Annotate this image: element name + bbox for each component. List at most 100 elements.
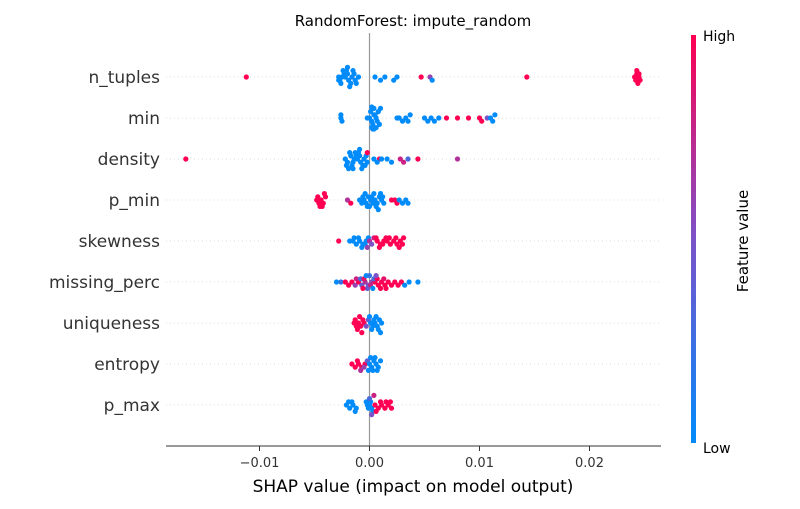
- point-skewness: [369, 241, 375, 247]
- point-p-min: [366, 203, 373, 209]
- point-uniqueness: [373, 314, 379, 320]
- point-missing-perc: [373, 273, 379, 279]
- colorbar: [691, 35, 696, 443]
- point-p-max: [387, 399, 393, 405]
- point-min: [425, 118, 431, 124]
- point-n-tuples: [372, 74, 378, 80]
- colorbar-low-label: Low: [703, 441, 731, 457]
- feature-label-missing-perc: missing_perc: [49, 273, 160, 293]
- point-p-max: [372, 402, 378, 408]
- point-p-max: [373, 408, 379, 414]
- point-n-tuples: [391, 77, 397, 83]
- feature-label-p-min: p_min: [109, 191, 160, 211]
- point-density: [183, 156, 189, 162]
- point-uniqueness: [377, 330, 384, 336]
- point-n-tuples: [637, 77, 643, 83]
- point-density: [415, 156, 421, 162]
- point-entropy: [368, 355, 374, 361]
- point-density: [364, 150, 370, 156]
- point-skewness: [353, 241, 359, 247]
- feature-label-uniqueness: uniqueness: [63, 314, 160, 334]
- point-skewness: [380, 241, 386, 247]
- point-n-tuples: [394, 74, 400, 80]
- point-n-tuples: [355, 74, 362, 80]
- point-n-tuples: [429, 77, 435, 83]
- point-missing-perc: [392, 279, 398, 285]
- point-n-tuples: [336, 77, 342, 83]
- feature-label-entropy: entropy: [94, 355, 160, 375]
- point-density: [379, 156, 385, 162]
- x-tick-label: 0.02: [575, 456, 604, 471]
- point-skewness: [336, 238, 342, 244]
- point-entropy: [361, 364, 367, 370]
- point-missing-perc: [388, 282, 395, 288]
- point-uniqueness: [354, 326, 360, 332]
- point-p-max: [349, 399, 355, 405]
- point-p-min: [371, 191, 377, 197]
- x-tick-label: −0.01: [240, 456, 280, 471]
- point-skewness: [396, 244, 402, 250]
- point-missing-perc: [366, 273, 373, 279]
- point-entropy: [358, 367, 364, 373]
- point-min: [396, 115, 402, 121]
- point-min: [421, 115, 428, 121]
- x-ticks: −0.01 0.00 0.01 0.02: [240, 446, 604, 471]
- point-missing-perc: [360, 285, 366, 291]
- point-uniqueness: [358, 323, 364, 329]
- point-p-min: [396, 197, 402, 203]
- point-density: [374, 159, 380, 165]
- point-p-min: [381, 200, 387, 206]
- point-missing-perc: [402, 282, 408, 288]
- point-missing-perc: [383, 285, 389, 291]
- feature-label-p-max: p_max: [104, 396, 160, 416]
- x-tick-label: 0.01: [465, 456, 494, 471]
- point-min: [407, 112, 413, 118]
- point-n-tuples: [347, 84, 353, 90]
- point-n-tuples: [418, 74, 424, 80]
- point-density: [371, 156, 377, 162]
- point-skewness: [399, 241, 406, 247]
- point-entropy: [352, 364, 358, 370]
- point-missing-perc: [346, 282, 352, 288]
- point-min: [405, 118, 411, 124]
- point-missing-perc: [342, 279, 348, 285]
- point-n-tuples: [353, 80, 359, 86]
- point-p-min: [317, 203, 323, 209]
- point-entropy: [374, 367, 380, 373]
- point-missing-perc: [338, 279, 344, 285]
- point-min: [376, 121, 382, 127]
- point-missing-perc: [349, 279, 355, 285]
- point-min: [338, 112, 344, 118]
- point-min: [479, 118, 485, 124]
- point-n-tuples: [524, 74, 530, 80]
- point-p-max: [352, 408, 358, 414]
- point-skewness: [386, 235, 392, 241]
- point-uniqueness: [359, 330, 365, 336]
- point-n-tuples: [344, 64, 351, 70]
- point-p-min: [380, 194, 386, 200]
- point-p-min: [399, 200, 406, 206]
- point-p-max: [369, 412, 375, 418]
- point-skewness: [393, 235, 399, 241]
- chart-title: RandomForest: impute_random: [295, 12, 532, 31]
- point-p-max: [363, 399, 369, 405]
- points-layer: [183, 64, 643, 418]
- point-min: [443, 115, 450, 121]
- point-missing-perc: [353, 276, 359, 282]
- point-uniqueness: [366, 314, 373, 320]
- point-min: [364, 115, 370, 121]
- point-skewness: [355, 235, 362, 241]
- point-n-tuples: [377, 77, 384, 83]
- point-n-tuples: [340, 68, 346, 74]
- point-p-max: [371, 392, 377, 398]
- point-density: [347, 150, 353, 156]
- point-entropy: [365, 367, 371, 373]
- point-p-max: [382, 405, 388, 411]
- point-skewness: [373, 235, 379, 241]
- point-density: [454, 156, 461, 162]
- point-missing-perc: [364, 285, 370, 291]
- point-p-max: [365, 405, 371, 411]
- point-density: [350, 166, 356, 172]
- point-p-max: [388, 405, 395, 411]
